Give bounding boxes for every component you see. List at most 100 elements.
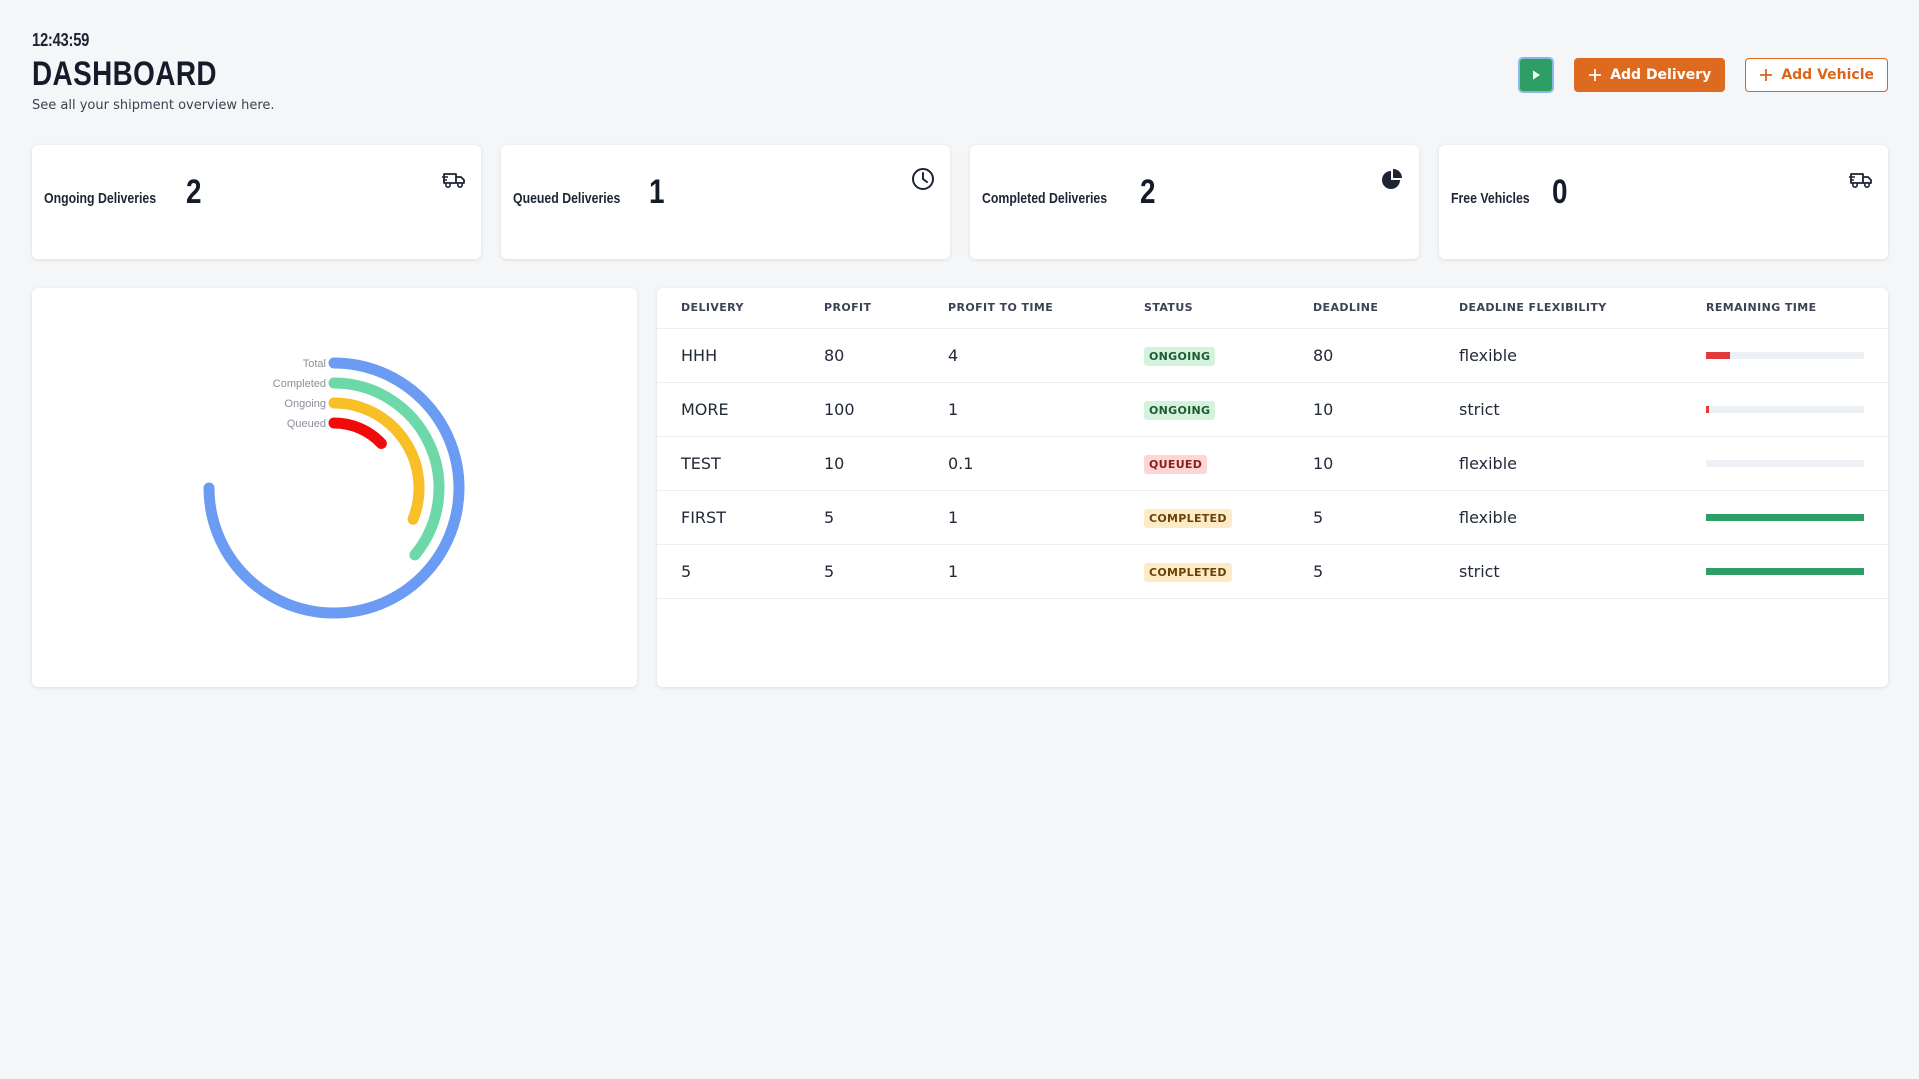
stat-card-ongoing: Ongoing Deliveries 2: [32, 145, 481, 259]
cell-deadline: 5: [1289, 544, 1435, 599]
stat-value: 1: [649, 173, 665, 211]
pie-chart-icon: [1382, 169, 1402, 189]
remaining-time-bar: [1706, 459, 1864, 467]
column-header-deadline-flexibility[interactable]: DEADLINE FLEXIBILITY: [1435, 288, 1682, 329]
table-row[interactable]: HHH 80 4 ONGOING 80 flexible: [657, 328, 1888, 383]
deliveries-table-panel: DELIVERY PROFIT PROFIT TO TIME STATUS DE…: [657, 288, 1888, 687]
cell-deadline-flexibility: strict: [1435, 382, 1682, 437]
stat-card-completed: Completed Deliveries 2: [970, 145, 1419, 259]
cell-remaining-time: [1682, 382, 1888, 437]
truck-icon: [1849, 173, 1872, 189]
cell-profit: 5: [800, 544, 924, 599]
cell-deadline-flexibility: strict: [1435, 544, 1682, 599]
cell-deadline-flexibility: flexible: [1435, 328, 1682, 383]
stat-label: Completed Deliveries: [982, 190, 1108, 207]
table-row[interactable]: MORE 100 1 ONGOING 10 strict: [657, 382, 1888, 437]
add-delivery-label: Add Delivery: [1610, 67, 1712, 83]
cell-delivery: MORE: [657, 382, 800, 437]
series-label-ongoing: Ongoing: [284, 398, 326, 410]
header-actions: Add Delivery Add Vehicle: [1518, 57, 1888, 93]
cell-profit-to-time: 1: [924, 382, 1120, 437]
radial-bar-completed[interactable]: [328, 377, 445, 561]
table-row[interactable]: 5 5 1 COMPLETED 5 strict: [657, 544, 1888, 599]
cell-remaining-time: [1682, 436, 1888, 491]
cell-profit-to-time: 0.1: [924, 436, 1120, 491]
page-header: 12:43:59 DASHBOARD See all your shipment…: [32, 30, 275, 113]
cell-status: COMPLETED: [1120, 544, 1289, 599]
remaining-time-bar: [1706, 351, 1864, 359]
cell-delivery: HHH: [657, 328, 800, 383]
cell-profit-to-time: 1: [924, 490, 1120, 545]
cell-deadline: 10: [1289, 436, 1435, 491]
radial-bar-ongoing[interactable]: [328, 397, 425, 525]
cell-deadline: 10: [1289, 382, 1435, 437]
series-label-completed: Completed: [273, 378, 326, 390]
column-header-delivery[interactable]: DELIVERY: [657, 288, 800, 329]
cell-status: ONGOING: [1120, 382, 1289, 437]
stat-label: Free Vehicles: [1451, 190, 1530, 207]
cell-profit-to-time: 1: [924, 544, 1120, 599]
cell-deadline-flexibility: flexible: [1435, 436, 1682, 491]
stats-row: Ongoing Deliveries 2 Queued Deliveries 1…: [32, 145, 1888, 259]
cell-remaining-time: [1682, 490, 1888, 545]
status-badge: QUEUED: [1144, 454, 1208, 474]
column-header-deadline[interactable]: DEADLINE: [1289, 288, 1435, 329]
status-badge: COMPLETED: [1144, 562, 1232, 582]
clock-icon: [912, 168, 934, 190]
stat-label: Queued Deliveries: [513, 190, 621, 207]
status-badge: COMPLETED: [1144, 508, 1232, 528]
clock: 12:43:59: [32, 30, 90, 50]
column-header-profit[interactable]: PROFIT: [800, 288, 924, 329]
remaining-time-bar: [1706, 567, 1864, 575]
remaining-time-fill: [1706, 351, 1730, 359]
play-icon: [1533, 70, 1541, 80]
cell-profit-to-time: 4: [924, 328, 1120, 383]
cell-deadline-flexibility: flexible: [1435, 490, 1682, 545]
cell-profit: 80: [800, 328, 924, 383]
table-row[interactable]: TEST 10 0.1 QUEUED 10 flexible: [657, 436, 1888, 491]
cell-profit: 100: [800, 382, 924, 437]
cell-status: QUEUED: [1120, 436, 1289, 491]
stat-label: Ongoing Deliveries: [44, 190, 157, 207]
column-header-remaining-time[interactable]: REMAINING TIME: [1682, 288, 1888, 329]
stat-card-free-vehicles: Free Vehicles 0: [1439, 145, 1888, 259]
add-vehicle-label: Add Vehicle: [1781, 67, 1874, 83]
table-row[interactable]: FIRST 5 1 COMPLETED 5 flexible: [657, 490, 1888, 545]
plus-icon: [1760, 69, 1773, 81]
table-header-row: DELIVERY PROFIT PROFIT TO TIME STATUS DE…: [657, 288, 1888, 329]
remaining-time-bar: [1706, 405, 1864, 413]
chart-panel: Total Completed Ongoing Queued: [32, 288, 637, 687]
column-header-status[interactable]: STATUS: [1120, 288, 1289, 329]
page-subtitle: See all your shipment overview here.: [32, 98, 275, 113]
cell-deadline: 80: [1289, 328, 1435, 383]
cell-remaining-time: [1682, 328, 1888, 383]
radial-bar-chart: Total Completed Ongoing Queued: [203, 357, 465, 619]
add-delivery-button[interactable]: Add Delivery: [1574, 58, 1726, 92]
cell-delivery: FIRST: [657, 490, 800, 545]
plus-icon: [1589, 69, 1602, 81]
remaining-time-bar: [1706, 513, 1864, 521]
stat-value: 2: [185, 173, 202, 211]
cell-status: ONGOING: [1120, 328, 1289, 383]
cell-profit: 5: [800, 490, 924, 545]
stat-value: 0: [1552, 173, 1568, 211]
page-title: DASHBOARD: [32, 55, 217, 93]
cell-profit: 10: [800, 436, 924, 491]
remaining-time-fill: [1706, 405, 1710, 413]
add-vehicle-button[interactable]: Add Vehicle: [1745, 58, 1888, 92]
truck-icon: [442, 173, 465, 189]
cell-deadline: 5: [1289, 490, 1435, 545]
column-header-profit-to-time[interactable]: PROFIT TO TIME: [924, 288, 1120, 329]
series-label-total: Total: [303, 358, 326, 370]
status-badge: ONGOING: [1144, 400, 1216, 420]
stat-value: 2: [1139, 173, 1156, 211]
radial-bar-queued[interactable]: [328, 417, 387, 450]
cell-delivery: TEST: [657, 436, 800, 491]
stat-card-queued: Queued Deliveries 1: [501, 145, 950, 259]
cell-remaining-time: [1682, 544, 1888, 599]
radial-bar-total[interactable]: [203, 357, 465, 619]
play-button[interactable]: [1518, 57, 1555, 93]
remaining-time-fill: [1706, 513, 1864, 521]
series-label-queued: Queued: [287, 418, 326, 430]
status-badge: ONGOING: [1144, 346, 1216, 366]
